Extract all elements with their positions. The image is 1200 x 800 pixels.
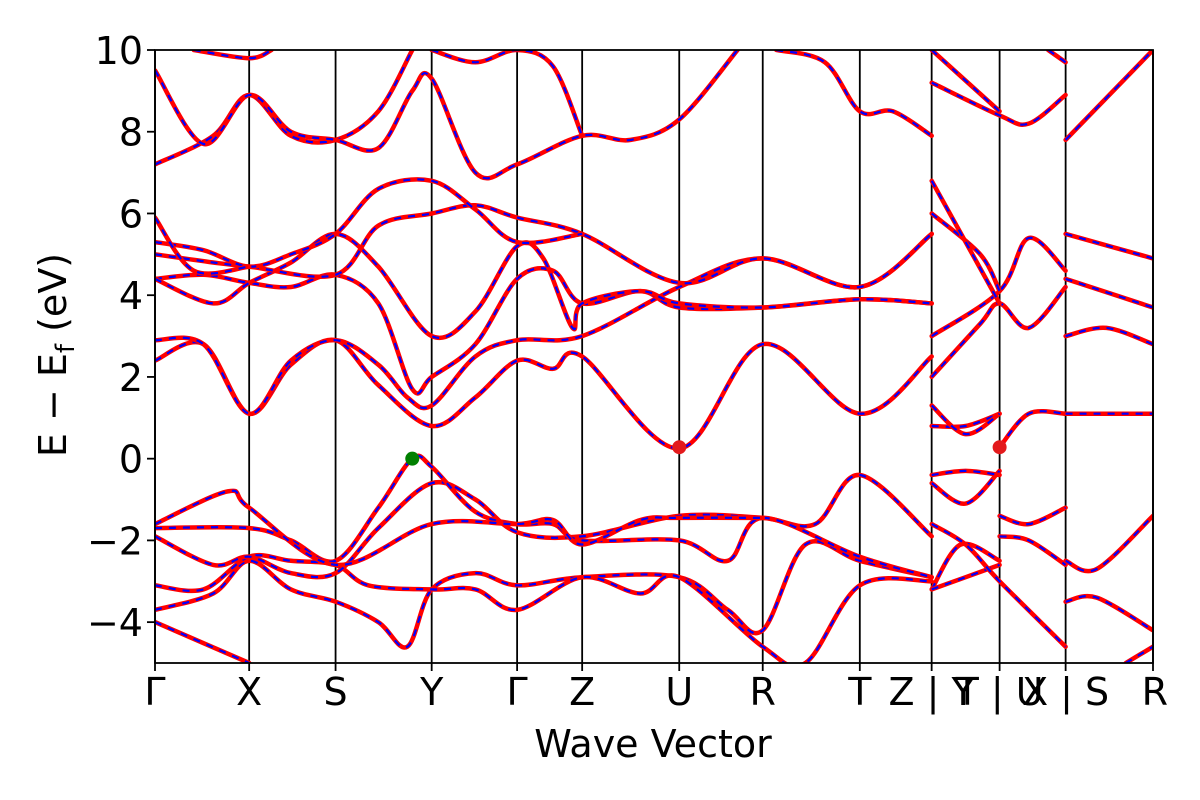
band-line-down	[155, 50, 739, 180]
y-tick-label: 4	[119, 274, 143, 318]
x-tick-label: R	[750, 670, 776, 714]
band-line-down	[1065, 595, 1153, 632]
band-line-down	[155, 178, 583, 268]
y-tick-label: −4	[87, 601, 143, 645]
band-line-down	[931, 469, 1000, 477]
band-line-down	[930, 50, 1001, 113]
x-tick-label: Z | Y	[889, 670, 976, 715]
band-line-down	[931, 81, 1067, 126]
x-tick-label: Γ	[507, 670, 528, 714]
x-tick-label: T | U	[955, 670, 1044, 715]
band-line-up	[155, 552, 934, 663]
vbm-marker	[405, 451, 420, 466]
y-axis-label-subscript: f	[51, 343, 81, 353]
band-line-up	[929, 403, 1002, 437]
band-line-up	[774, 50, 934, 139]
y-axis-label-main: E − E	[31, 353, 75, 457]
band-line-down	[155, 216, 250, 275]
band-line-up	[191, 50, 274, 61]
y-tick-label: 2	[119, 356, 143, 400]
band-line-up	[1063, 593, 1153, 633]
band-line-down	[999, 535, 1067, 566]
band-line-up	[997, 408, 1068, 450]
y-tick-label: 8	[119, 111, 143, 155]
x-axis-label: Wave Vector	[534, 722, 772, 766]
x-tick-label: R	[1142, 670, 1168, 714]
band-line-down	[1065, 277, 1153, 309]
band-line-down	[155, 338, 933, 450]
band-line-down	[155, 473, 933, 579]
y-axis-ticks: −4 −2 0 2 4 6 8 10	[87, 29, 155, 645]
x-tick-label: X | S	[1022, 670, 1109, 715]
band-line-down	[431, 50, 584, 137]
band-line-up	[997, 534, 1068, 568]
plot-frame	[154, 49, 1154, 664]
band-line-down	[998, 410, 1066, 448]
bands	[155, 50, 1153, 663]
x-tick-label: Y	[419, 670, 444, 714]
band-line-down	[155, 540, 932, 649]
cbm-marker	[992, 440, 1007, 455]
band-line-up	[997, 505, 1068, 527]
band-line-down	[1065, 232, 1153, 260]
band-line-down	[931, 523, 1067, 648]
y-tick-label: 0	[119, 438, 143, 482]
band-line-down	[1125, 645, 1153, 663]
x-tick-label: Z	[569, 670, 595, 714]
band-line-up	[429, 50, 585, 139]
band-line-down	[193, 50, 272, 60]
y-axis-label-unit: (eV)	[31, 253, 75, 344]
band-line-down	[155, 50, 414, 166]
band-line-down	[930, 180, 1001, 304]
band-line-down	[931, 470, 1001, 505]
band-line-down	[1064, 50, 1153, 141]
y-tick-label: 10	[95, 29, 143, 73]
band-line-down	[931, 563, 1000, 591]
band-line-down	[930, 212, 1001, 292]
band-line-down	[776, 50, 933, 137]
band-line-up	[155, 50, 415, 167]
y-tick-label: 6	[119, 192, 143, 236]
band-line-down	[155, 489, 763, 567]
band-line-down	[155, 267, 932, 395]
band-line-up	[155, 203, 934, 290]
band-line-up	[929, 211, 1002, 294]
band-line-down	[930, 404, 1001, 436]
x-tick-label: Γ	[144, 670, 165, 714]
band-line-up	[929, 80, 1068, 127]
band-line-down	[930, 542, 1001, 590]
x-tick-label: X	[236, 670, 262, 714]
x-tick-label: S	[324, 670, 348, 714]
band-line-up	[155, 50, 740, 181]
band-line-down	[1065, 515, 1153, 573]
band-line-up	[929, 468, 1002, 506]
y-axis-label: E − Ef (eV)	[31, 253, 81, 457]
cbm-marker	[672, 440, 687, 455]
band-line-down	[155, 232, 932, 339]
band-line-down	[931, 236, 1067, 338]
x-tick-label: T	[847, 670, 872, 714]
plot-area	[154, 49, 1154, 664]
y-tick-label: −2	[87, 519, 143, 563]
band-line-up	[155, 619, 252, 663]
x-tick-label: U	[665, 670, 693, 714]
band-line-up	[1063, 513, 1153, 574]
band-line-up	[1063, 325, 1153, 347]
band-line-down	[999, 506, 1067, 526]
